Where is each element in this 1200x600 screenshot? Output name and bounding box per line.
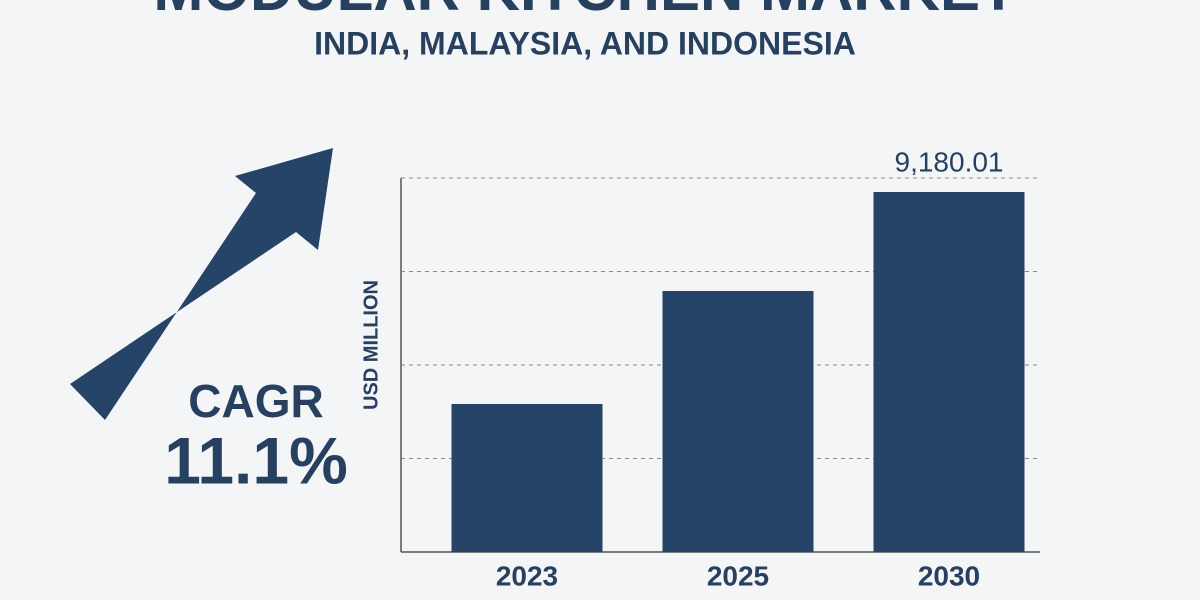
cagr-label: CAGR [188, 375, 323, 427]
bar [662, 290, 814, 552]
y-axis-label: USD MILLION [360, 280, 382, 410]
value-label: 9,180.01 [895, 146, 1004, 177]
x-tick-label: 2030 [918, 560, 980, 591]
chart-subtitle: INDIA, MALAYSIA, AND INDONESIA [314, 25, 856, 61]
bar [451, 404, 603, 552]
growth-arrow [70, 148, 333, 420]
x-tick-label: 2025 [707, 560, 769, 591]
x-tick-label: 2023 [496, 560, 558, 591]
bar [873, 191, 1025, 552]
cagr-value: 11.1% [164, 423, 348, 497]
chart-title: MODULAR KITCHEN MARKET [153, 0, 1016, 23]
